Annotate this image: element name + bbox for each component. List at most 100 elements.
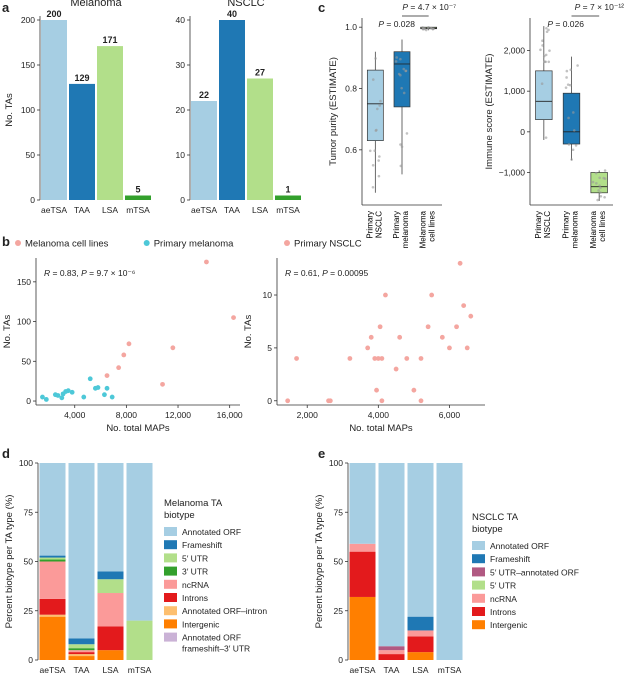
x-tick-label: TAA [384, 665, 400, 675]
y-tick-label: 1.0 [345, 22, 357, 32]
scatter-point [425, 324, 431, 330]
bar-aeTSA [41, 20, 67, 200]
jitter-point [576, 64, 579, 67]
stack-segment [126, 463, 153, 621]
legend-label: Primary melanoma [154, 239, 234, 250]
jitter-point [397, 72, 401, 76]
jitter-point [603, 195, 606, 199]
jitter-point [569, 68, 573, 72]
stack-segment [349, 463, 376, 544]
jitter-point [598, 176, 601, 180]
scatter-point [87, 376, 93, 382]
legend-marker [15, 240, 21, 246]
y-tick-label: 1,000 [504, 86, 526, 96]
x-tick-label: mTSA [128, 665, 152, 675]
bar-value-label: 27 [255, 68, 265, 78]
jitter-point [377, 174, 381, 178]
y-tick-label: 150 [21, 60, 35, 70]
jitter-point [572, 111, 575, 114]
stack-segment [68, 652, 95, 655]
jitter-point [547, 28, 550, 32]
bar-value-label: 129 [74, 73, 89, 83]
p-value-annotation: P = 4.7 × 10⁻⁷ [402, 2, 456, 12]
stack-segment [39, 614, 66, 617]
jitter-point [405, 132, 409, 135]
x-tick-label: aeTSA [350, 665, 376, 675]
scatter-point [204, 259, 209, 265]
jitter-point [379, 99, 382, 103]
scatter-point [365, 345, 371, 351]
y-tick-label: 0 [28, 655, 33, 665]
y-tick-label: 0.8 [345, 84, 357, 94]
jitter-point [544, 136, 548, 139]
x-tick-label: 16,000 [217, 410, 243, 420]
jitter-point [567, 116, 570, 120]
bar-mTSA [125, 195, 151, 200]
jitter-point [599, 191, 602, 194]
jitter-point [567, 143, 571, 146]
x-tick-label: TAA [224, 205, 240, 215]
scatter-point [160, 381, 165, 387]
bar-value-label: 40 [227, 9, 237, 19]
stack-segment [436, 463, 463, 660]
x-tick-label: 4,000 [368, 410, 390, 420]
scatter-point [464, 345, 470, 351]
bar-value-label: 200 [46, 9, 61, 19]
stack-segment [68, 650, 95, 653]
jitter-point [572, 129, 576, 132]
legend-swatch [472, 620, 485, 630]
jitter-point [596, 198, 599, 202]
legend-swatch [164, 540, 177, 550]
jitter-point [545, 30, 549, 34]
x-tick-label: aeTSA [41, 205, 67, 215]
scatter-point [461, 303, 467, 308]
y-tick-label: 75 [24, 507, 34, 517]
jitter-point [544, 53, 548, 57]
jitter-point [376, 107, 379, 111]
legend-title: biotype [164, 510, 195, 521]
stack-segment [39, 557, 66, 560]
stack-segment [97, 650, 124, 660]
x-tick-label: mTSA [438, 665, 462, 675]
stack-segment [68, 463, 95, 639]
legend-title: biotype [472, 524, 503, 535]
chart-title: Melanoma [70, 0, 122, 9]
jitter-point [399, 57, 402, 61]
scatter-point [327, 398, 333, 404]
legend-label: Frameshift [182, 540, 223, 550]
correlation-annotation: R = 0.61, P = 0.00095 [285, 268, 368, 278]
legend-swatch [164, 553, 177, 563]
legend-label: ncRNA [182, 580, 209, 590]
legend-title: NSCLC TA [472, 512, 519, 523]
y-axis-label: No. TAs [2, 315, 13, 349]
stack-segment [407, 652, 434, 660]
scatter-point [379, 356, 385, 361]
y-tick-label: 50 [26, 150, 36, 160]
stack-segment [39, 616, 66, 660]
box-0 [366, 69, 384, 141]
scatter-point [59, 395, 65, 401]
jitter-point [570, 158, 573, 161]
scatter-point [468, 313, 474, 319]
legend-label: Introns [490, 607, 516, 617]
jitter-point [591, 180, 595, 184]
legend-swatch [472, 607, 485, 616]
stack-segment [39, 559, 66, 562]
legend-label: Frameshift [490, 554, 531, 564]
stack-segment [407, 630, 434, 637]
y-tick-label: 100 [21, 105, 35, 115]
jitter-point [400, 145, 404, 148]
stack-segment [39, 463, 66, 556]
stack-segment [349, 596, 376, 660]
jitter-point [599, 186, 602, 190]
legend-swatch [472, 554, 485, 564]
jitter-point [539, 48, 542, 52]
jitter-point [429, 26, 433, 30]
x-axis-label: No. total MAPs [349, 423, 413, 434]
correlation-annotation: R = 0.83, P = 9.7 × 10⁻⁶ [44, 268, 135, 278]
y-tick-label: 10 [176, 150, 186, 160]
legend-marker [143, 240, 150, 246]
jitter-point [404, 69, 408, 73]
stack-segment [97, 593, 124, 627]
x-tick-label: LSA [102, 205, 118, 215]
